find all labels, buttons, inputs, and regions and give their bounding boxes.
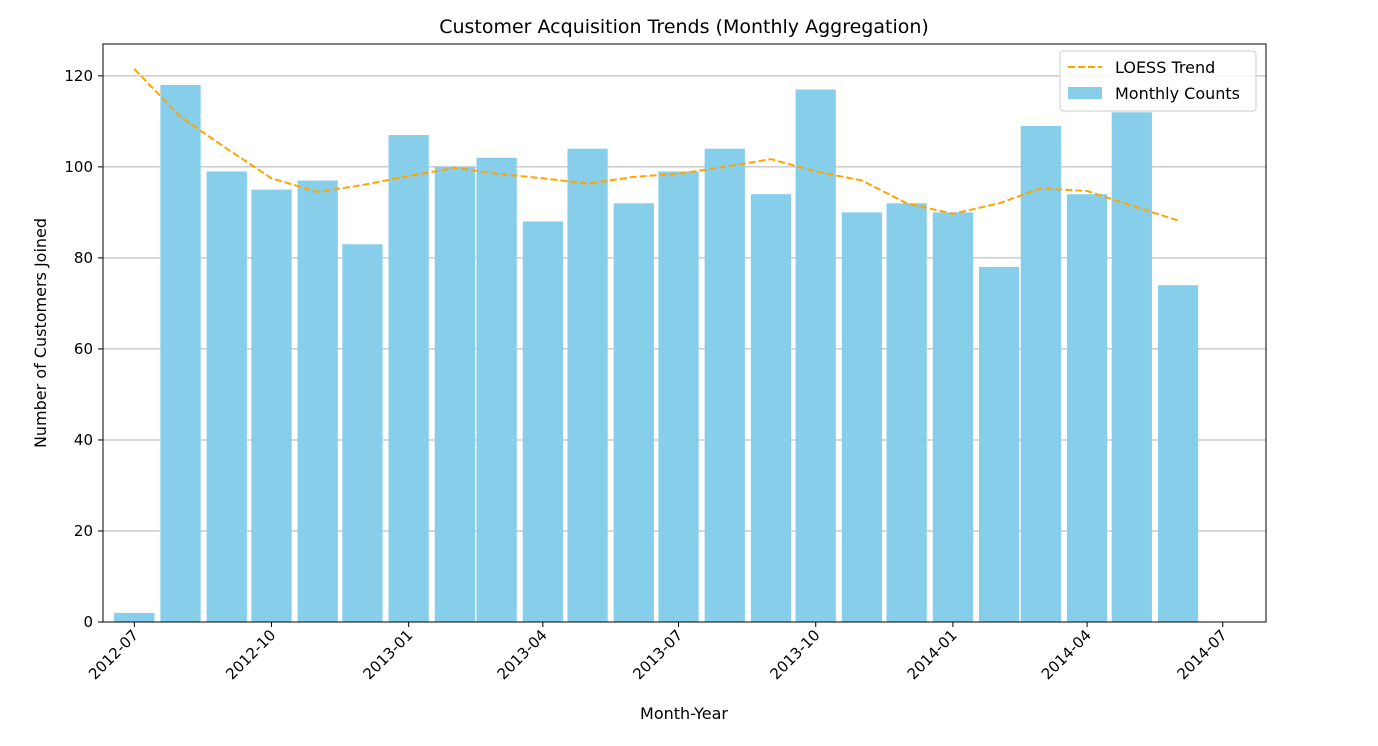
y-tick-label: 80 — [74, 249, 93, 267]
bar — [567, 148, 608, 622]
legend-bar-swatch — [1068, 87, 1102, 99]
bar — [1157, 285, 1199, 622]
bar — [750, 194, 792, 623]
bar-series — [114, 84, 1199, 623]
axes — [102, 43, 1267, 623]
bar — [658, 171, 699, 622]
bar — [297, 180, 338, 622]
x-tick-label: 2013-07 — [629, 626, 686, 683]
bar — [114, 612, 155, 622]
y-tick-label: 0 — [83, 613, 93, 631]
y-tick-label: 100 — [64, 158, 93, 176]
bar — [795, 89, 836, 622]
x-tick-label: 2013-10 — [766, 626, 823, 683]
bar — [434, 166, 476, 622]
trend-line — [133, 68, 1179, 222]
bar — [251, 189, 292, 622]
bar — [476, 157, 517, 622]
y-axis-ticks: 0 20 40 60 80 100 120 — [64, 67, 103, 631]
bar — [522, 221, 563, 622]
y-tick-label: 60 — [74, 340, 93, 358]
x-tick-label: 2014-01 — [904, 626, 961, 683]
bar — [388, 135, 429, 622]
bar — [1111, 112, 1152, 623]
bar — [160, 84, 201, 622]
x-tick-label: 2014-07 — [1174, 626, 1231, 683]
bar — [932, 212, 974, 622]
x-axis-label: Month-Year — [640, 704, 728, 723]
legend: LOESS Trend Monthly Counts — [1059, 50, 1257, 112]
legend-trend-label: LOESS Trend — [1115, 58, 1215, 77]
bar — [206, 171, 247, 622]
y-tick-label: 20 — [74, 522, 93, 540]
trend-series — [133, 68, 1179, 222]
x-tick-label: 2013-04 — [494, 626, 551, 683]
x-tick-label: 2012-10 — [222, 626, 279, 683]
x-tick-label: 2014-04 — [1038, 626, 1095, 683]
bar — [886, 203, 927, 623]
bar — [1066, 194, 1108, 623]
x-axis-ticks: 2012-07 2012-10 2013-01 2013-04 2013-07 2013-… — [85, 622, 1231, 683]
plot-frame — [102, 43, 1267, 623]
bar — [342, 244, 383, 623]
y-tick-label: 120 — [64, 67, 93, 85]
y-tick-label: 40 — [74, 431, 93, 449]
chart-title: Customer Acquisition Trends (Monthly Agg… — [439, 16, 929, 38]
bar — [613, 203, 654, 623]
bar — [704, 148, 745, 622]
bar — [1020, 125, 1061, 622]
y-axis-label: Number of Customers Joined — [31, 218, 50, 448]
legend-frame — [1059, 50, 1257, 112]
legend-bar-label: Monthly Counts — [1115, 84, 1240, 103]
x-tick-label: 2012-07 — [85, 626, 142, 683]
bar — [978, 267, 1020, 622]
x-tick-label: 2013-01 — [359, 626, 416, 683]
bar — [841, 212, 883, 622]
